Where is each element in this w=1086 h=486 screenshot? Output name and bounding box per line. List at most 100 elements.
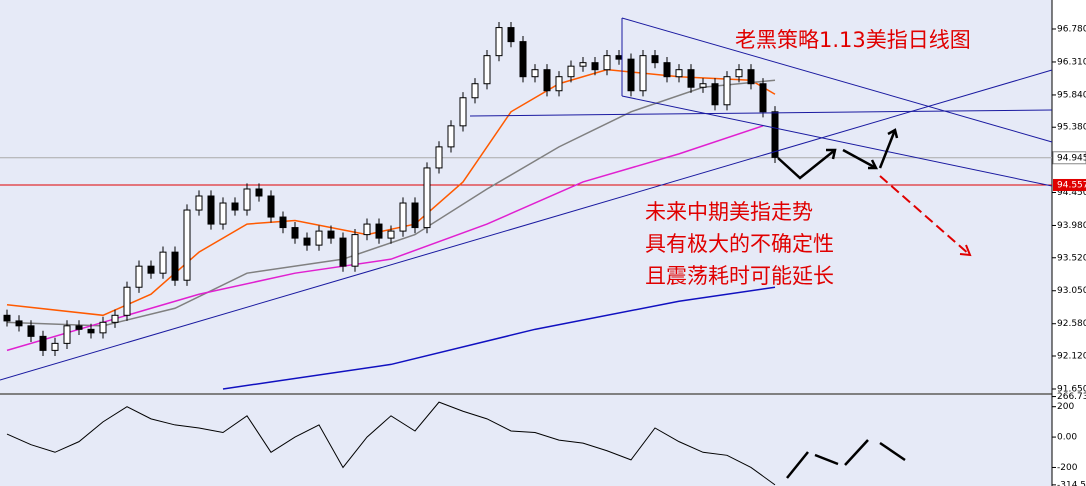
price-tag (1053, 178, 1086, 191)
y-tick-label: 200 (1057, 402, 1074, 412)
candle-body (231, 202, 239, 211)
y-tick-label: 92.580 (1057, 319, 1086, 329)
candle-body (747, 69, 755, 85)
candle-body (195, 195, 203, 211)
candle-body (375, 223, 383, 239)
y-tick-label: -200 (1057, 463, 1078, 473)
candle-body (675, 69, 683, 78)
candle-body (771, 111, 779, 158)
candle-body (411, 202, 419, 229)
candle-body (687, 69, 695, 88)
candle-body (627, 58, 635, 92)
y-tick-label: 93.520 (1057, 253, 1086, 263)
candle-body (495, 27, 503, 57)
arrow-head (826, 148, 837, 160)
annotation: 未来中期美指走势 (645, 200, 813, 224)
trend-line (621, 17, 1053, 143)
candle-body (447, 125, 455, 148)
candle-body (351, 234, 359, 267)
candle-body (519, 41, 527, 78)
candle-body (279, 216, 287, 229)
y-tick-label: -314.53 (1057, 480, 1086, 486)
candle-body (699, 83, 707, 88)
candle-body (507, 27, 515, 43)
candle-body (3, 314, 11, 322)
candle-body (555, 76, 563, 92)
candle-body (147, 265, 155, 274)
arrow-head (868, 159, 879, 170)
red-arrow (879, 175, 972, 257)
candle-body (159, 251, 167, 274)
candle-body (711, 83, 719, 106)
candle-body (315, 230, 323, 246)
trend-line (621, 95, 1053, 187)
arrow (879, 175, 971, 256)
price-tag (1052, 151, 1086, 165)
y-tick-label: 96.780 (1057, 24, 1086, 34)
candle-body (615, 55, 623, 60)
candle-body (327, 230, 335, 239)
level-label: 94.557 (1057, 180, 1086, 190)
candle-body (207, 195, 215, 225)
arrow (842, 148, 877, 170)
candle-body (219, 202, 227, 225)
candle-body (423, 167, 431, 229)
plot: 96.780 96.310 95.840 95.380 94.450 93.980 93.5… (0, 21, 1086, 486)
arrow (786, 451, 809, 479)
trend-line (469, 109, 1053, 117)
candle-body (63, 325, 71, 344)
candle-body (171, 251, 179, 281)
arrow-head (959, 244, 972, 257)
y-tick-label: 91.650 (1057, 384, 1086, 394)
arrow (879, 441, 906, 462)
candle-body (267, 195, 275, 218)
oscillator-panel (0, 395, 1052, 486)
candle-body (651, 55, 659, 64)
candle-body (567, 65, 575, 78)
moving-average (6, 79, 776, 327)
candle-body (339, 237, 347, 267)
candle-body (387, 230, 395, 239)
candle-body (135, 265, 143, 288)
candle-body (363, 223, 371, 236)
chart-title: 老黑策略1.13美指日线图 (735, 28, 971, 52)
annotation: 具有极大的不确定性 (645, 232, 834, 256)
candle-body (435, 146, 443, 169)
candle-body (123, 286, 131, 316)
candle-body (483, 55, 491, 85)
y-tick-label: 93.980 (1057, 221, 1086, 231)
candle-body (111, 314, 119, 323)
candle-body (243, 188, 251, 211)
candle-body (27, 325, 35, 337)
current-price-label: 94.945 (1057, 153, 1086, 163)
candle-body (471, 83, 479, 99)
oscillator-line (6, 401, 776, 486)
candle-body (579, 62, 587, 67)
candle-body (591, 62, 599, 71)
candle-body (51, 342, 59, 351)
y-tick-label: 95.380 (1057, 123, 1086, 133)
y-tick-label: 266.730 (1057, 392, 1086, 402)
candle-body (543, 69, 551, 92)
candle-body (723, 76, 731, 106)
moving-average (6, 125, 764, 352)
y-tick-label: 93.050 (1057, 286, 1086, 296)
arrow (878, 129, 897, 169)
y-tick-label: 94.450 (1057, 188, 1086, 198)
candle-body (663, 62, 671, 78)
annotation: 且震荡耗时可能延长 (645, 264, 834, 288)
candle-body (291, 227, 299, 239)
arrow (844, 439, 869, 466)
candle-body (531, 69, 539, 78)
trend-line (0, 69, 1053, 381)
candle-body (39, 335, 47, 351)
forecast-arrows (777, 128, 906, 479)
candle-body (99, 321, 107, 334)
candle-body (183, 209, 191, 281)
candle-body (303, 237, 311, 246)
candle-body (603, 55, 611, 71)
candle-body (255, 188, 263, 197)
candle-body (735, 69, 743, 78)
candle-body (15, 320, 23, 327)
